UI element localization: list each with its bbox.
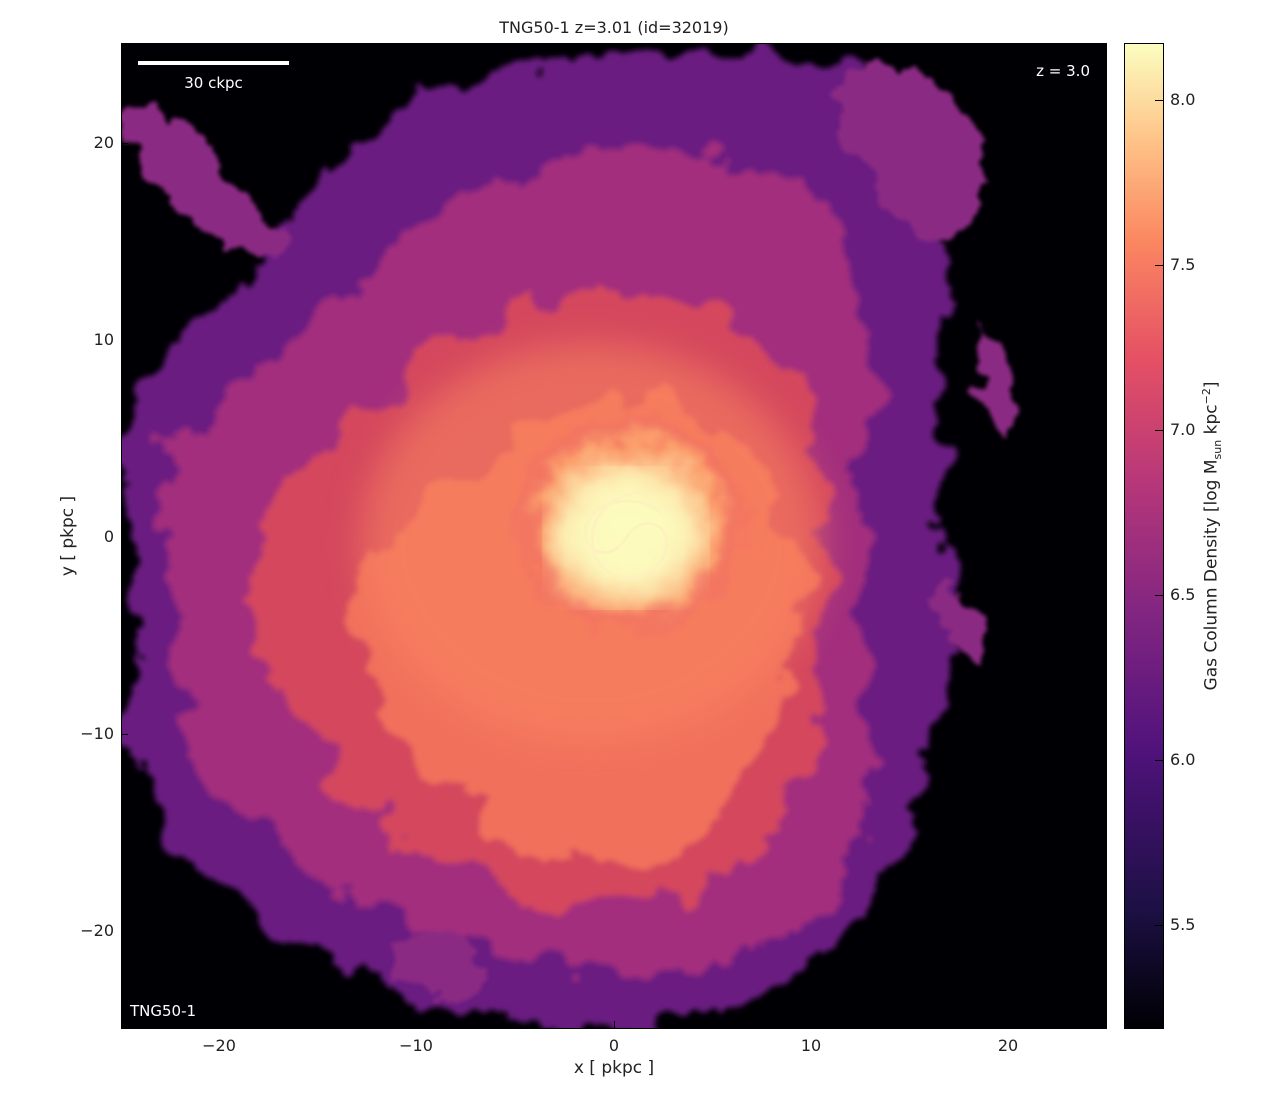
colorbar-tick-mark: [1155, 100, 1163, 101]
scale-bar-label: 30 ckpc: [184, 74, 243, 92]
colorbar: [1124, 43, 1164, 1029]
colorbar-tick-mark: [1155, 925, 1163, 926]
redshift-label: z = 3.0: [1036, 62, 1090, 80]
y-tick-label: −10: [80, 724, 114, 743]
x-tick-mark: [219, 1021, 220, 1028]
x-tick-label: 10: [800, 1036, 822, 1055]
gas-density-image: [121, 43, 1107, 1029]
y-tick-mark: [121, 340, 128, 341]
figure-title: TNG50-1 z=3.01 (id=32019): [499, 18, 729, 37]
y-tick-mark: [121, 734, 128, 735]
y-axis-label: y [ pkpc ]: [58, 495, 78, 577]
y-tick-label: 10: [93, 330, 114, 349]
x-axis-label: x [ pkpc ]: [573, 1058, 655, 1078]
y-tick-mark: [121, 931, 128, 932]
y-tick-label: 0: [103, 527, 114, 546]
colorbar-tick-label: 5.5: [1170, 915, 1196, 934]
colorbar-tick-label: 6.0: [1170, 750, 1196, 769]
y-tick-mark: [121, 143, 128, 144]
colorbar-tick-label: 6.5: [1170, 585, 1196, 604]
x-tick-mark: [614, 1021, 615, 1028]
x-tick-label: −20: [202, 1036, 236, 1055]
colorbar-tick-mark: [1155, 430, 1163, 431]
x-tick-label: −10: [399, 1036, 433, 1055]
colorbar-tick-mark: [1155, 595, 1163, 596]
y-tick-label: 20: [93, 133, 114, 152]
colorbar-tick-label: 7.5: [1170, 255, 1196, 274]
x-tick-label: 20: [997, 1036, 1019, 1055]
y-tick-label: −20: [80, 921, 114, 940]
colorbar-label: Gas Column Density [log Msun kpc−2]: [1199, 381, 1225, 691]
x-tick-mark: [416, 1021, 417, 1028]
scale-bar: [138, 61, 289, 65]
x-tick-label: 0: [608, 1036, 620, 1055]
colorbar-tick-label: 7.0: [1170, 420, 1196, 439]
colorbar-tick-mark: [1155, 265, 1163, 266]
colorbar-tick-label: 8.0: [1170, 90, 1196, 109]
simulation-label: TNG50-1: [130, 1002, 197, 1020]
y-tick-mark: [121, 537, 128, 538]
x-tick-mark: [811, 1021, 812, 1028]
colorbar-tick-mark: [1155, 760, 1163, 761]
x-tick-mark: [1008, 1021, 1009, 1028]
